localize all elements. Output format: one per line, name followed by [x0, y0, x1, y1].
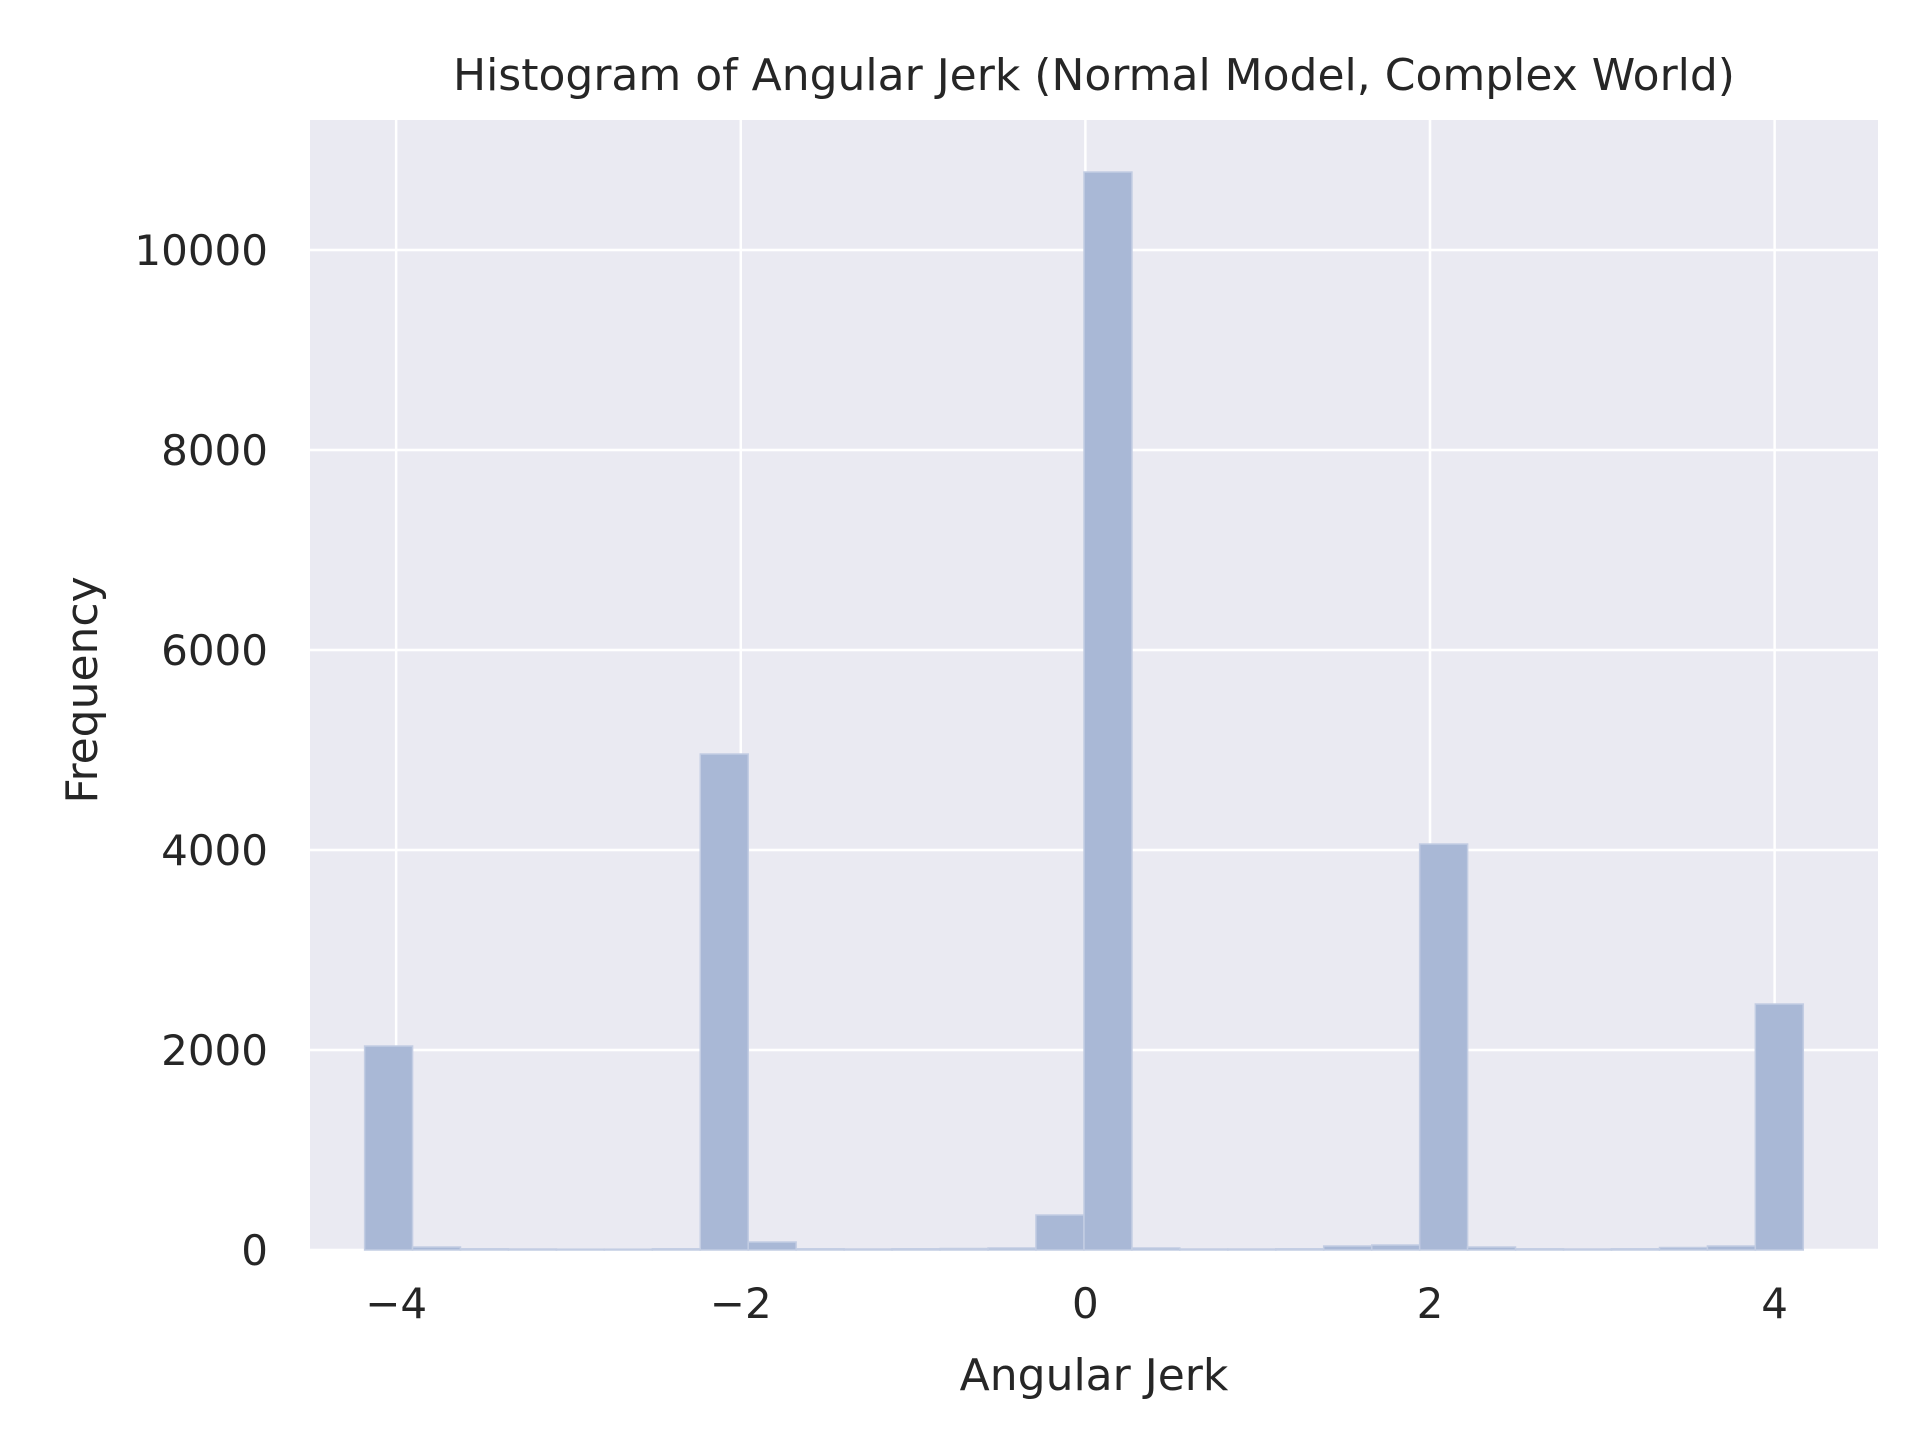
x-tick-label: −2 [710, 1279, 772, 1328]
histogram-bar [747, 1241, 797, 1251]
histogram-bar [555, 1248, 606, 1251]
y-axis-tick-labels: 0 2000 4000 6000 8000 10000 [134, 226, 268, 1275]
histogram-bar [651, 1248, 702, 1251]
histogram-bar [1418, 843, 1469, 1251]
y-tick-label: 6000 [161, 626, 268, 675]
histogram-bar [1514, 1248, 1565, 1251]
histogram-bar [939, 1247, 989, 1251]
histogram-bar [1322, 1245, 1373, 1251]
histogram-bar [1131, 1247, 1181, 1251]
y-tick-label: 4000 [161, 826, 268, 875]
histogram-bar [1610, 1248, 1661, 1251]
histogram-bar [1275, 1248, 1325, 1251]
histogram-bar [795, 1248, 845, 1251]
x-tick-label: 2 [1417, 1279, 1444, 1328]
y-tick-label: 2000 [161, 1026, 268, 1075]
histogram-bar [1466, 1246, 1517, 1251]
histogram-bar [1658, 1246, 1709, 1251]
histogram-bar [1371, 1244, 1421, 1251]
histogram-bars [363, 171, 1805, 1251]
x-tick-label: 4 [1761, 1279, 1788, 1328]
histogram-bar [603, 1248, 654, 1251]
y-tick-label: 0 [241, 1226, 268, 1275]
y-tick-label: 8000 [161, 426, 268, 475]
y-axis-label: Frequency [57, 576, 108, 803]
histogram-bar [1562, 1248, 1613, 1251]
x-tick-label: −4 [365, 1279, 427, 1328]
histogram-bar [411, 1246, 462, 1251]
histogram-bar [843, 1248, 893, 1251]
histogram-bar [459, 1248, 510, 1251]
histogram-bar [891, 1248, 941, 1251]
histogram-bar [1754, 1003, 1805, 1251]
x-axis-tick-labels: −4 −2 0 2 4 [365, 1279, 1788, 1328]
x-axis-label: Angular Jerk [960, 1350, 1229, 1401]
histogram-bar [699, 753, 749, 1251]
histogram-bar [363, 1045, 414, 1251]
x-tick-label: 0 [1072, 1279, 1099, 1328]
histogram-bar [507, 1248, 558, 1251]
chart-title: Histogram of Angular Jerk (Normal Model,… [453, 50, 1735, 101]
histogram-bar [1083, 171, 1133, 1251]
histogram-bar [1227, 1248, 1277, 1251]
histogram-bar [1035, 1214, 1085, 1251]
histogram-bar [1706, 1245, 1757, 1251]
histogram-bar [987, 1247, 1037, 1251]
y-tick-label: 10000 [134, 226, 268, 275]
histogram-bar [1179, 1248, 1229, 1251]
